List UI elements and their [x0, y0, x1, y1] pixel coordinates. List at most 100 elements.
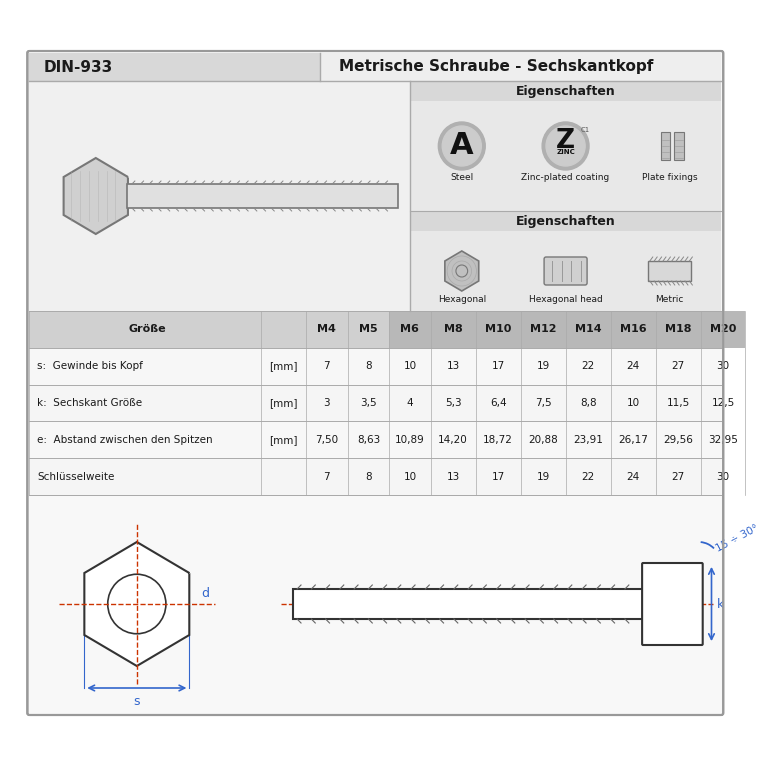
- FancyBboxPatch shape: [674, 132, 684, 160]
- Text: 5,3: 5,3: [445, 398, 462, 408]
- Text: 10,89: 10,89: [395, 435, 425, 445]
- Text: 24: 24: [627, 361, 640, 371]
- Text: 10: 10: [627, 398, 640, 408]
- Text: M16: M16: [620, 324, 647, 334]
- Text: 20,88: 20,88: [528, 435, 558, 445]
- Text: k:  Sechskant Größe: k: Sechskant Größe: [37, 398, 142, 408]
- FancyBboxPatch shape: [293, 589, 643, 619]
- FancyBboxPatch shape: [565, 311, 611, 348]
- Text: 17: 17: [492, 361, 505, 371]
- Text: 8: 8: [365, 472, 372, 482]
- Text: 19: 19: [537, 361, 550, 371]
- Text: M8: M8: [444, 324, 462, 334]
- Text: 32,95: 32,95: [708, 435, 738, 445]
- Text: 8: 8: [365, 361, 372, 371]
- FancyBboxPatch shape: [700, 311, 746, 348]
- Text: ZINC: ZINC: [556, 149, 575, 155]
- Text: d: d: [201, 587, 210, 600]
- Text: Steel: Steel: [450, 174, 473, 183]
- FancyBboxPatch shape: [410, 211, 721, 311]
- FancyBboxPatch shape: [660, 132, 670, 160]
- FancyBboxPatch shape: [475, 311, 521, 348]
- Text: 7,50: 7,50: [316, 435, 339, 445]
- Text: M6: M6: [400, 324, 419, 334]
- Text: 18,72: 18,72: [483, 435, 513, 445]
- Text: C1: C1: [581, 127, 590, 133]
- Text: 22: 22: [581, 361, 594, 371]
- FancyBboxPatch shape: [611, 311, 656, 348]
- Polygon shape: [84, 542, 189, 666]
- Text: 27: 27: [671, 361, 684, 371]
- FancyBboxPatch shape: [29, 385, 721, 422]
- Text: Eigenschaften: Eigenschaften: [515, 84, 615, 98]
- Text: 14,20: 14,20: [439, 435, 468, 445]
- Text: Metric: Metric: [655, 294, 684, 303]
- Text: s:  Gewinde bis Kopf: s: Gewinde bis Kopf: [37, 361, 143, 371]
- Text: M20: M20: [710, 324, 737, 334]
- Text: 30: 30: [717, 361, 730, 371]
- Text: 23,91: 23,91: [573, 435, 603, 445]
- Text: DIN-933: DIN-933: [44, 59, 113, 74]
- Text: 8,8: 8,8: [580, 398, 597, 408]
- Circle shape: [542, 122, 589, 170]
- Text: 4: 4: [406, 398, 413, 408]
- Text: 3,5: 3,5: [360, 398, 376, 408]
- Text: 17: 17: [492, 472, 505, 482]
- Text: 7,5: 7,5: [535, 398, 551, 408]
- Text: Größe: Größe: [128, 324, 166, 334]
- Text: M4: M4: [317, 324, 336, 334]
- Text: M18: M18: [665, 324, 691, 334]
- Text: 19: 19: [537, 472, 550, 482]
- Text: 3: 3: [323, 398, 330, 408]
- Text: Zinc-plated coating: Zinc-plated coating: [521, 174, 610, 183]
- Text: 22: 22: [581, 472, 594, 482]
- Text: 13: 13: [446, 361, 460, 371]
- Text: 29,56: 29,56: [663, 435, 693, 445]
- FancyBboxPatch shape: [29, 458, 721, 495]
- FancyBboxPatch shape: [29, 311, 721, 348]
- Text: M10: M10: [485, 324, 511, 334]
- Text: [mm]: [mm]: [270, 361, 298, 371]
- Text: 7: 7: [323, 472, 330, 482]
- FancyBboxPatch shape: [29, 53, 320, 81]
- Text: 8,63: 8,63: [357, 435, 380, 445]
- Text: Plate fixings: Plate fixings: [641, 174, 697, 183]
- Text: 11,5: 11,5: [667, 398, 690, 408]
- FancyBboxPatch shape: [389, 311, 431, 348]
- Circle shape: [439, 122, 485, 170]
- FancyBboxPatch shape: [648, 261, 691, 281]
- Text: Hexagonal: Hexagonal: [438, 294, 486, 303]
- Circle shape: [108, 574, 166, 634]
- Polygon shape: [445, 251, 478, 291]
- Text: 30: 30: [717, 472, 730, 482]
- Text: [mm]: [mm]: [270, 398, 298, 408]
- Text: M5: M5: [359, 324, 378, 334]
- Circle shape: [546, 126, 585, 166]
- Polygon shape: [64, 158, 128, 234]
- Text: Eigenschaften: Eigenschaften: [515, 214, 615, 227]
- Text: M14: M14: [574, 324, 601, 334]
- FancyBboxPatch shape: [320, 53, 721, 81]
- Text: k: k: [717, 598, 723, 611]
- FancyBboxPatch shape: [29, 81, 410, 311]
- Text: Schlüsselweite: Schlüsselweite: [37, 472, 114, 482]
- Text: Hexagonal head: Hexagonal head: [528, 294, 602, 303]
- FancyBboxPatch shape: [642, 563, 703, 645]
- FancyBboxPatch shape: [127, 184, 398, 208]
- FancyBboxPatch shape: [28, 51, 723, 715]
- Text: 15 ÷ 30°: 15 ÷ 30°: [714, 522, 760, 554]
- Text: Metrische Schraube - Sechskantkopf: Metrische Schraube - Sechskantkopf: [339, 59, 654, 74]
- FancyBboxPatch shape: [521, 311, 565, 348]
- Text: A: A: [450, 131, 474, 161]
- FancyBboxPatch shape: [544, 257, 587, 285]
- Text: 26,17: 26,17: [618, 435, 648, 445]
- Text: e:  Abstand zwischen den Spitzen: e: Abstand zwischen den Spitzen: [37, 435, 213, 445]
- Text: 24: 24: [627, 472, 640, 482]
- Text: 12,5: 12,5: [711, 398, 735, 408]
- Circle shape: [442, 126, 482, 166]
- Text: 10: 10: [403, 472, 416, 482]
- FancyBboxPatch shape: [410, 81, 721, 101]
- FancyBboxPatch shape: [29, 495, 721, 713]
- Text: 6,4: 6,4: [490, 398, 506, 408]
- Text: 10: 10: [403, 361, 416, 371]
